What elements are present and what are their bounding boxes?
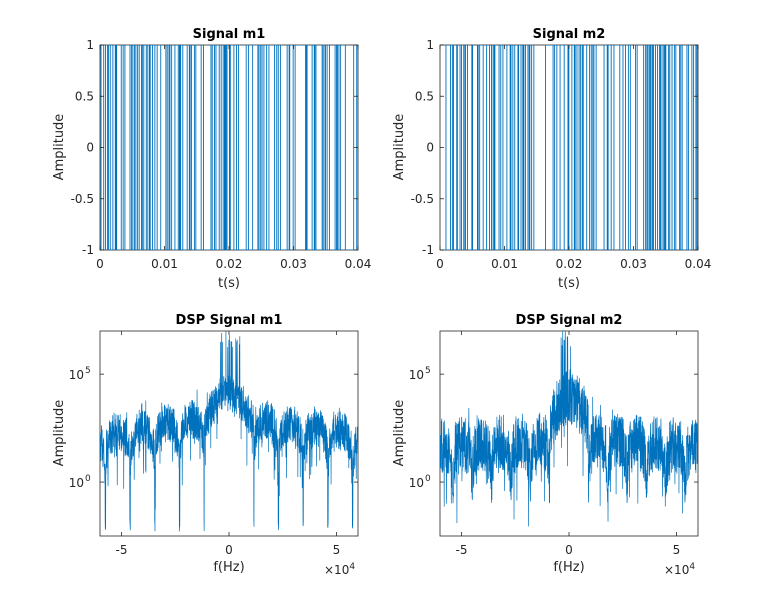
plot-area	[439, 330, 699, 537]
x-exponent-base: ×10	[664, 563, 689, 577]
y-tick-base: 10	[409, 476, 424, 490]
y-tick-base: 10	[69, 476, 84, 490]
y-axis-ticks: 10 010 5	[69, 366, 358, 490]
panel-signal-m2: Signal m2 0 0.01 0.02 0.03 0.04 -1-0.500.51 …	[392, 27, 711, 291]
x-axis-exponent: ×104	[664, 562, 695, 577]
y-tick-label: -0.5	[71, 192, 94, 206]
x-tick-label: 0	[436, 257, 444, 271]
x-axis-label: t(s)	[218, 276, 240, 291]
y-tick-label: 10	[409, 368, 424, 382]
y-tick-base: 10	[409, 368, 424, 382]
y-tick-exponent: 0	[425, 474, 431, 484]
y-tick-label: 0	[86, 141, 94, 155]
x-tick-label: 0	[225, 543, 233, 557]
x-axis-label: f(Hz)	[553, 560, 584, 575]
y-axis-label: Amplitude	[52, 400, 67, 467]
chart-title: Signal m1	[193, 27, 266, 42]
y-tick-label: 1	[86, 38, 94, 52]
panel-dsp-signal-m2: DSP Signal m2 -5 0 5 10 010 5 f(Hz) ×104 Amp…	[392, 313, 699, 577]
series-path	[440, 45, 698, 250]
series-path	[440, 331, 698, 527]
x-tick-label: 0.02	[216, 257, 243, 271]
x-axis-ticks: -5 0 5	[116, 331, 341, 557]
x-tick-label: 5	[673, 543, 681, 557]
plot-area	[99, 44, 359, 251]
series-path	[100, 331, 358, 532]
x-tick-label: 0.03	[280, 257, 307, 271]
series-line	[440, 45, 698, 250]
y-tick-label: 10	[69, 368, 84, 382]
x-tick-label: 0.03	[620, 257, 647, 271]
x-exponent-base: ×10	[324, 563, 349, 577]
x-axis-ticks: 0 0.01 0.02 0.03 0.04	[96, 45, 371, 271]
x-axis-ticks: 0 0.01 0.02 0.03 0.04	[436, 45, 711, 271]
x-tick-label: 0.02	[556, 257, 583, 271]
y-tick-label: -0.5	[411, 192, 434, 206]
x-tick-label: 0	[96, 257, 104, 271]
x-exponent-power: 4	[689, 562, 695, 572]
x-tick-label: 0.01	[491, 257, 518, 271]
y-tick-label: 10	[69, 476, 84, 490]
y-tick-label: -1	[82, 243, 94, 257]
y-tick-exponent: 5	[85, 366, 91, 376]
x-tick-label: 0.04	[685, 257, 712, 271]
x-tick-label: -5	[456, 543, 468, 557]
panel-dsp-signal-m1: DSP Signal m1 -5 0 5 10 010 5 f(Hz) ×104 Amp…	[52, 313, 359, 577]
y-tick-label: 0	[426, 141, 434, 155]
x-tick-label: 5	[333, 543, 341, 557]
y-tick-label: 10	[409, 476, 424, 490]
x-tick-label: 0	[565, 543, 573, 557]
y-axis-ticks: -1 -0.5 0 0.5 1	[71, 38, 358, 257]
y-tick-base: 10	[69, 368, 84, 382]
y-tick-label: 0.5	[415, 89, 434, 103]
x-axis-label: f(Hz)	[213, 560, 244, 575]
y-tick-label: 1	[426, 38, 434, 52]
x-tick-label: 0.04	[345, 257, 372, 271]
y-axis-ticks: -1 -0.5 0 0.5 1	[411, 38, 698, 257]
chart-title: DSP Signal m2	[516, 313, 623, 328]
y-tick-label: -1	[422, 243, 434, 257]
y-axis-ticks: 10 010 5	[409, 366, 698, 490]
x-axis-exponent: ×104	[324, 562, 355, 577]
y-axis-label: Amplitude	[52, 114, 67, 181]
x-axis-label: t(s)	[558, 276, 580, 291]
y-tick-exponent: 0	[85, 474, 91, 484]
panel-signal-m1: Signal m1 0 0.01 0.02 0.03 0.04 -1-0.500.51 …	[52, 27, 371, 291]
chart-title: DSP Signal m1	[176, 313, 283, 328]
y-axis-label: Amplitude	[392, 114, 407, 181]
series-line	[100, 331, 358, 532]
series-line	[440, 331, 698, 527]
x-exponent-power: 4	[349, 562, 355, 572]
x-tick-label: 0.01	[151, 257, 178, 271]
chart-title: Signal m2	[533, 27, 606, 42]
x-tick-label: -5	[116, 543, 128, 557]
y-tick-exponent: 5	[425, 366, 431, 376]
y-axis-label: Amplitude	[392, 400, 407, 467]
x-axis-ticks: -5 0 5	[456, 331, 681, 557]
y-tick-label: 0.5	[75, 89, 94, 103]
